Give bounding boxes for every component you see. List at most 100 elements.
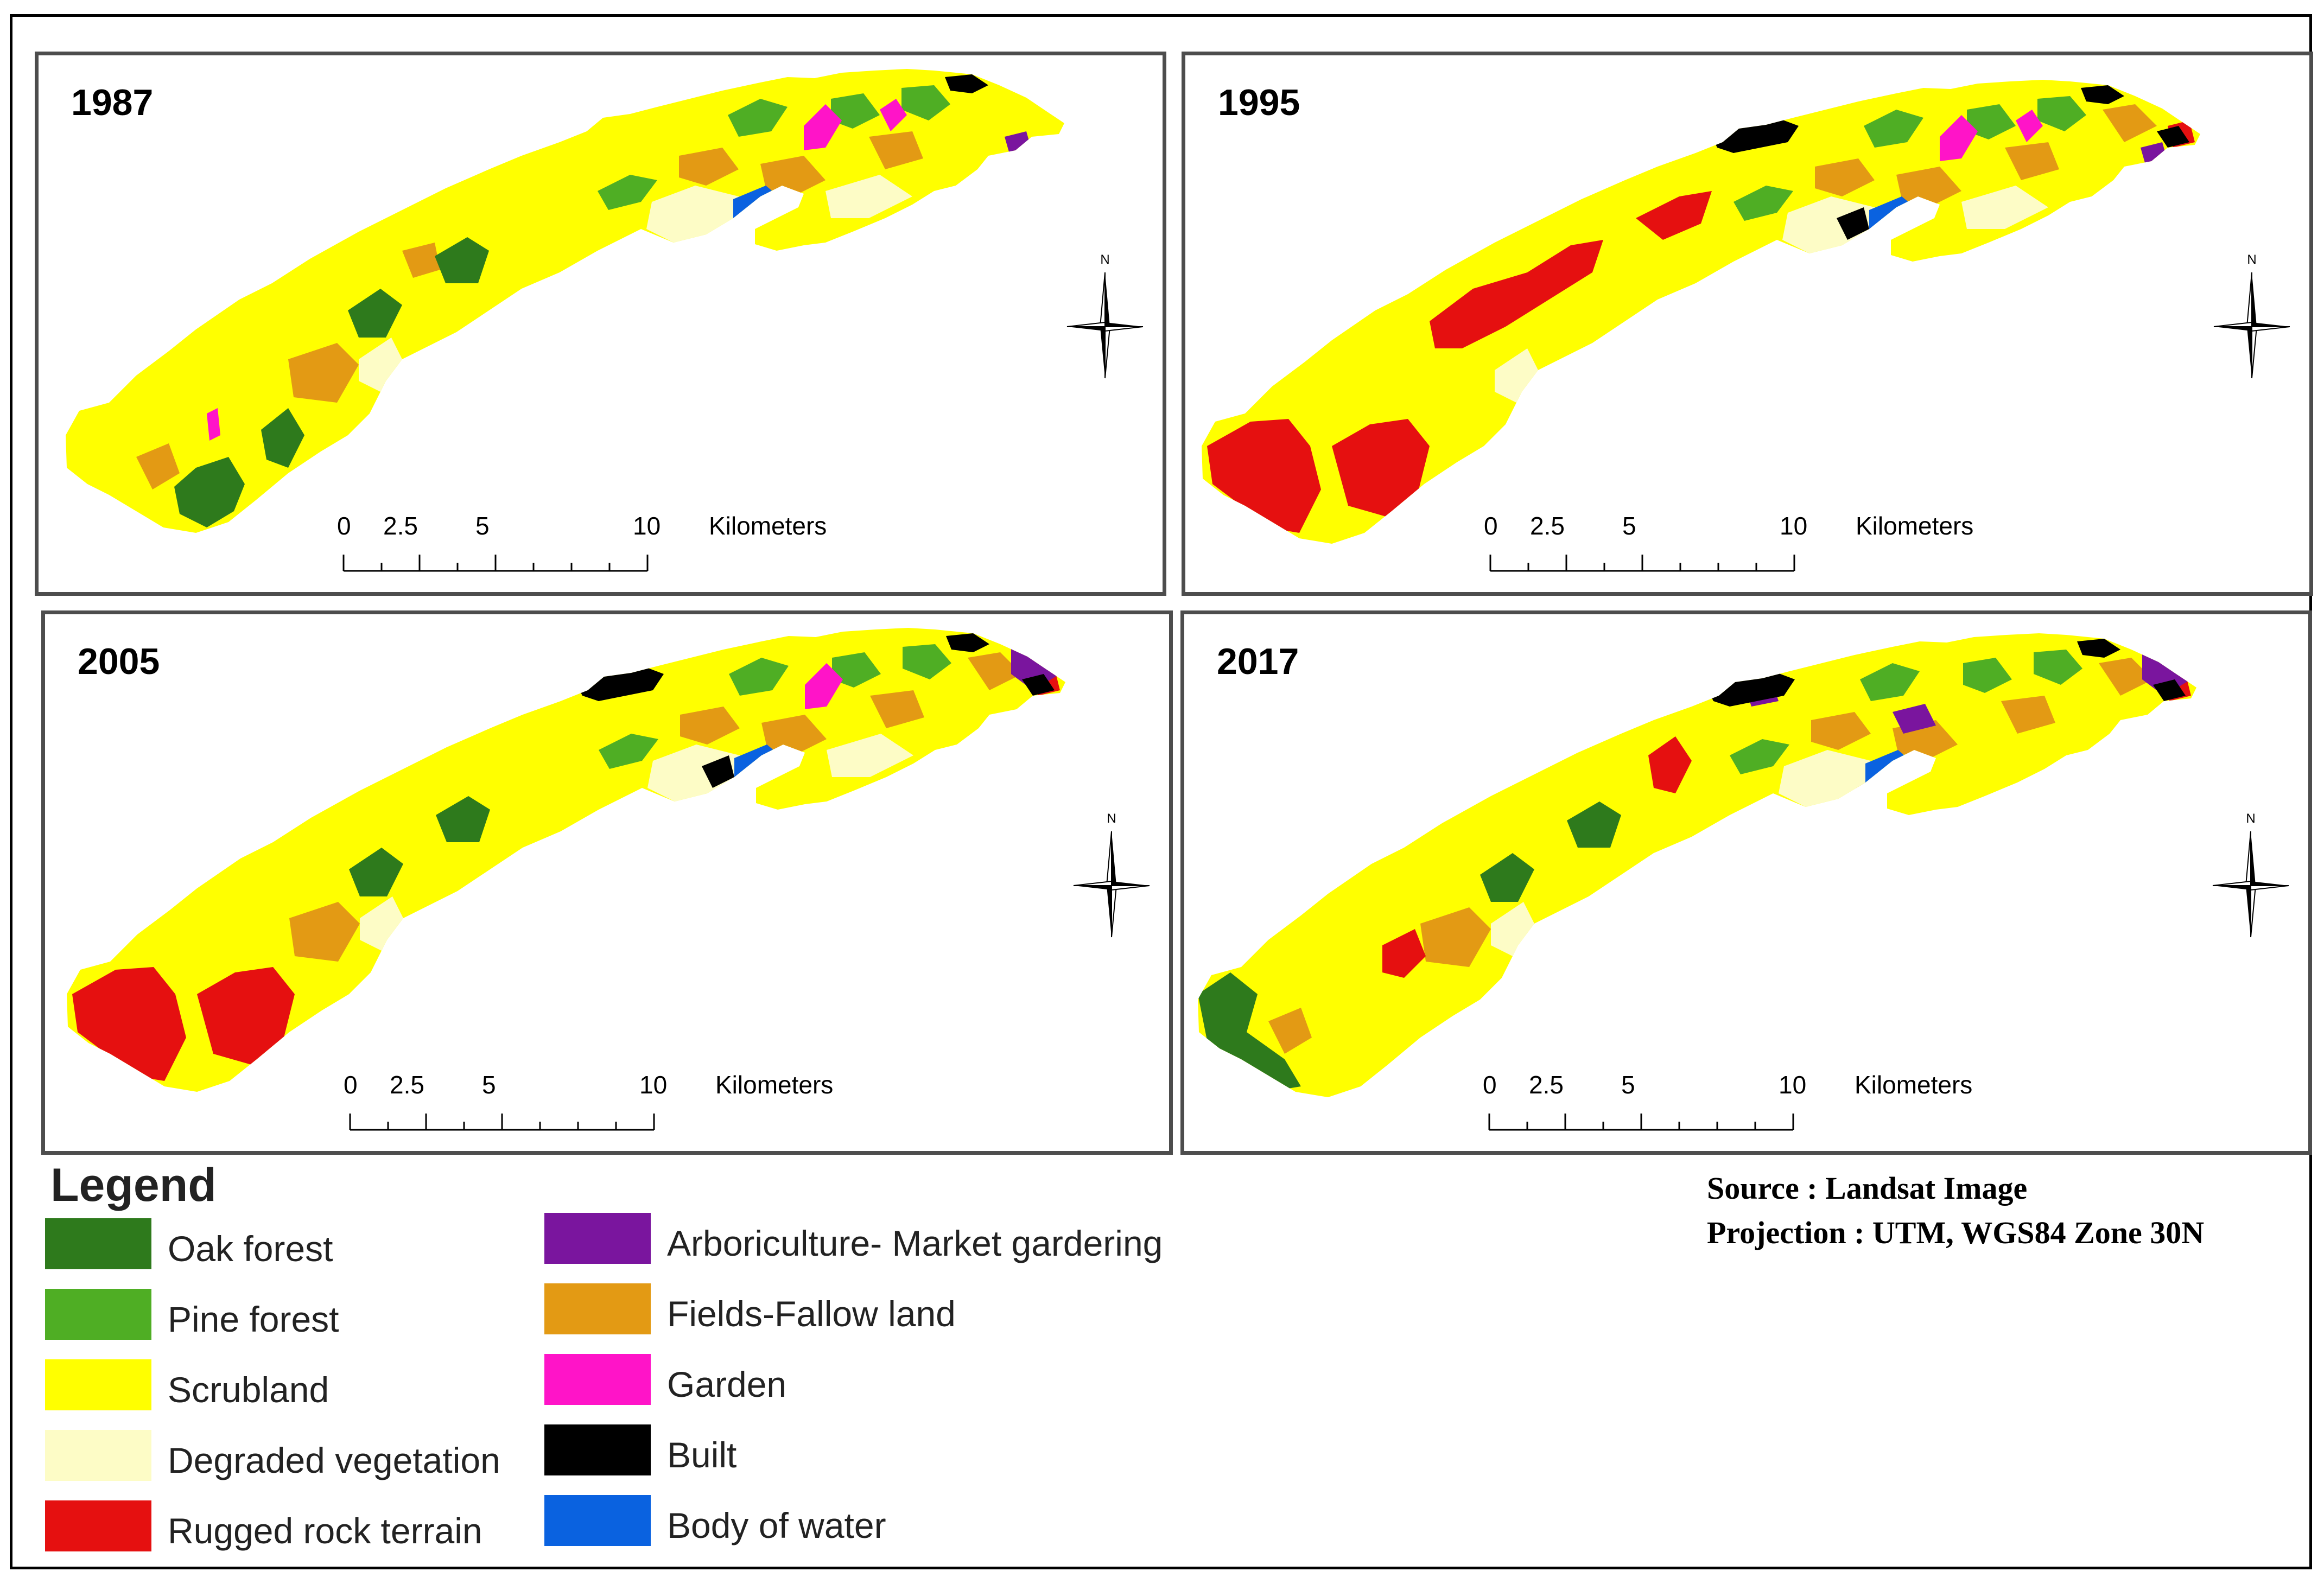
degraded-vegetation-patch xyxy=(1495,348,1538,403)
built-patch xyxy=(2081,85,2124,104)
degraded-vegetation-patch xyxy=(1491,902,1534,956)
degraded-vegetation-patch xyxy=(826,175,912,218)
legend-item: Rugged rock terrain xyxy=(45,1500,534,1553)
built-patch xyxy=(577,666,664,701)
scale-unit-label: Kilometers xyxy=(709,512,827,540)
built-patch xyxy=(1708,671,1795,707)
scale-tick-label: 5 xyxy=(482,1071,496,1099)
rugged-rock-terrain-patch xyxy=(197,967,295,1065)
legend-swatch xyxy=(45,1500,151,1551)
legend-item: Body of water xyxy=(544,1495,1250,1547)
oak-forest-patch xyxy=(174,457,245,527)
built-patch xyxy=(702,755,734,788)
scale-tick-label: 0 xyxy=(1484,512,1498,540)
legend-label: Rugged rock terrain xyxy=(168,1511,482,1551)
legend-label: Degraded vegetation xyxy=(168,1440,500,1480)
degraded-vegetation-patch xyxy=(827,734,913,777)
built-patch xyxy=(2077,639,2120,658)
legend-swatch xyxy=(544,1495,651,1546)
fields-fallow-land-patch xyxy=(1420,907,1491,967)
map-panel-2005: 2005 0 2.5 5 10 Kilometers N xyxy=(41,610,1173,1155)
fields-fallow-land-patch xyxy=(1811,712,1871,750)
legend-label: Built xyxy=(667,1435,737,1475)
fields-fallow-land-patch xyxy=(2099,658,2153,696)
legend-item: Garden xyxy=(544,1354,1250,1406)
fields-fallow-land-patch xyxy=(2103,104,2157,142)
scale-tick-label: 10 xyxy=(633,512,661,540)
garden-patch xyxy=(207,408,220,441)
oak-forest-patch xyxy=(435,237,489,283)
fields-fallow-land-patch xyxy=(1815,158,1875,196)
scale-unit-label: Kilometers xyxy=(715,1071,834,1099)
fields-fallow-land-patch xyxy=(760,156,826,196)
land-cover-map-1995 xyxy=(1202,80,2200,544)
legend-item: Oak forest xyxy=(45,1218,534,1270)
fields-fallow-land-patch xyxy=(402,243,440,278)
legend-label: Pine forest xyxy=(168,1299,339,1339)
garden-patch xyxy=(880,99,907,131)
scale-tick-label: 2.5 xyxy=(383,512,418,540)
scale-bar-ruler xyxy=(1489,555,1795,572)
legend-label: Garden xyxy=(667,1364,787,1404)
legend-label: Oak forest xyxy=(168,1229,333,1269)
compass-rose-icon: N xyxy=(1064,251,1146,381)
built-patch xyxy=(1837,207,1869,240)
pine-forest-patch xyxy=(599,734,658,769)
scale-bar: 0 2.5 5 10 Kilometers xyxy=(1484,511,2032,592)
oak-forest-patch xyxy=(349,848,403,896)
panel-year-title: 2017 xyxy=(1217,641,1299,682)
rugged-rock-terrain-patch xyxy=(1332,419,1430,517)
legend-label: Body of water xyxy=(667,1505,886,1545)
legend-swatch xyxy=(45,1218,151,1269)
pine-forest-patch xyxy=(901,85,950,120)
projection-line: Projection : UTM, WGS84 Zone 30N xyxy=(1707,1215,2205,1250)
legend-swatch xyxy=(45,1359,151,1410)
oak-forest-patch xyxy=(436,796,490,842)
scale-tick-label: 5 xyxy=(1621,1071,1635,1099)
built-patch xyxy=(2153,679,2186,701)
fields-fallow-land-patch xyxy=(870,690,924,728)
land-cover-map-2017 xyxy=(1198,633,2196,1097)
scale-tick-label: 0 xyxy=(337,512,351,540)
pine-forest-patch xyxy=(831,93,880,129)
figure-frame: 1987 0 2.5 5 10 Kilometers N 1995 0 2.5 5 10 Kilo… xyxy=(10,14,2313,1569)
garden-patch xyxy=(2016,110,2043,142)
fields-fallow-land-patch xyxy=(2005,142,2059,180)
map-panel-1995: 1995 0 2.5 5 10 Kilometers N xyxy=(1182,52,2313,596)
pine-forest-patch xyxy=(598,175,657,210)
legend-swatch xyxy=(544,1213,651,1264)
pine-forest-patch xyxy=(903,644,951,679)
scale-tick-label: 0 xyxy=(344,1071,358,1099)
map-panel-1987: 1987 0 2.5 5 10 Kilometers N xyxy=(35,52,1166,596)
scale-bar-ruler xyxy=(342,555,649,572)
panel-year-title: 2005 xyxy=(78,641,160,682)
fields-fallow-land-patch xyxy=(289,902,360,962)
source-line: Source : Landsat Image xyxy=(1707,1170,2028,1206)
legend-swatch xyxy=(544,1283,651,1334)
panel-year-title: 1987 xyxy=(71,82,154,123)
built-patch xyxy=(1022,674,1055,696)
fields-fallow-land-patch xyxy=(968,652,1022,690)
fields-fallow-land-patch xyxy=(1268,1008,1312,1054)
legend-swatch xyxy=(544,1424,651,1475)
legend-item: Arboriculture- Market gardering xyxy=(544,1213,1250,1265)
fields-fallow-land-patch xyxy=(1896,167,1961,207)
land-cover-map-1987 xyxy=(66,69,1064,533)
legend-label: Scrubland xyxy=(168,1370,329,1410)
pine-forest-patch xyxy=(1734,186,1793,221)
scale-tick-label: 10 xyxy=(1780,512,1808,540)
legend-item: Built xyxy=(544,1424,1250,1477)
rugged-rock-terrain-patch xyxy=(72,967,186,1081)
scale-bar-ruler xyxy=(1488,1114,1794,1131)
oak-forest-patch xyxy=(1567,801,1621,848)
garden-patch xyxy=(1940,115,1978,161)
source-note: Source : Landsat Image Projection : UTM,… xyxy=(1707,1166,2204,1255)
fields-fallow-land-patch xyxy=(288,343,359,403)
legend-label: Arboriculture- Market gardering xyxy=(667,1223,1163,1263)
compass-rose-icon: N xyxy=(2211,251,2293,381)
scale-tick-label: 5 xyxy=(475,512,490,540)
oak-forest-patch xyxy=(1480,853,1534,902)
arboriculture-patch xyxy=(1893,704,1936,734)
rugged-rock-terrain-patch xyxy=(1648,736,1692,793)
built-patch xyxy=(946,633,989,652)
